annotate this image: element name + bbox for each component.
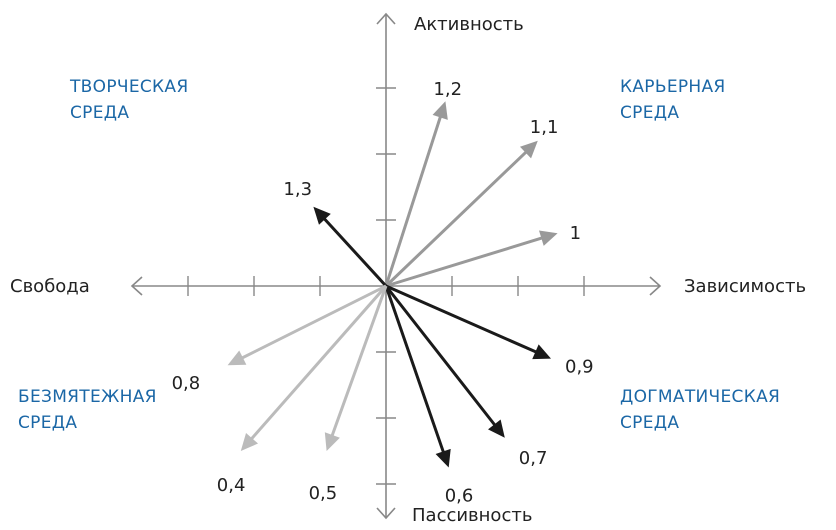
arrowhead-icon (227, 350, 247, 366)
axis-label-top: Активность (414, 14, 524, 35)
axis-label-bottom: Пассивность (412, 505, 532, 525)
vector-0-9: 0,9 (385, 284, 594, 378)
arrowhead-icon (435, 448, 451, 468)
vector-1-2: 1,2 (384, 79, 462, 287)
vector-0-5: 0,5 (309, 285, 388, 504)
vector-shaft (384, 285, 497, 427)
vector-label: 0,5 (309, 483, 338, 504)
arrowhead-icon (324, 432, 340, 451)
vector-label: 1 (570, 223, 581, 244)
vector-1-3: 1,3 (283, 179, 388, 288)
quadrant-top-left: ТВОРЧЕСКАЯ СРЕДА (69, 77, 194, 123)
vector-shaft (385, 236, 544, 288)
vector-shaft (384, 115, 443, 287)
vector-0-4: 0,4 (217, 285, 388, 496)
vector-label: 1,1 (530, 117, 559, 138)
arrowhead-icon (519, 140, 538, 159)
vector-label: 0,4 (217, 475, 246, 496)
quadrant-bottom-left-line1: БЕЗМЯТЕЖНАЯ (18, 387, 157, 407)
vector-0-6: 0,6 (384, 285, 474, 507)
quadrant-top-left-line2: СРЕДА (70, 103, 129, 123)
arrowhead-icon (432, 101, 448, 120)
arrowhead-icon (488, 419, 505, 438)
quadrant-bottom-left-line2: СРЕДА (18, 413, 77, 433)
axis-arrow-down-icon (376, 507, 396, 520)
vector-label: 1,2 (433, 79, 462, 100)
vector-label: 0,8 (172, 373, 201, 394)
quadrant-top-right-line1: КАРЬЕРНАЯ (620, 77, 726, 97)
vector-shaft (384, 150, 528, 288)
quadrant-bottom-right-line1: ДОГМАТИЧЕСКАЯ (620, 387, 780, 407)
vector-shaft (322, 216, 388, 288)
vector-label: 0,7 (519, 448, 548, 469)
vectors: 1,2 1,1 1 1,3 0,9 0,7 0,6 0,8 0,4 0,5 (172, 79, 594, 506)
quadrant-top-right: КАРЬЕРНАЯ СРЕДА (620, 77, 731, 123)
axis-label-left: Свобода (10, 276, 90, 297)
vector-1-1: 1,1 (384, 117, 559, 288)
vector-shaft (240, 284, 387, 360)
arrowhead-icon (240, 432, 259, 451)
axis-arrow-up-icon (376, 12, 396, 25)
arrowhead-icon (538, 230, 558, 246)
vector-label: 0,6 (445, 486, 474, 507)
arrowhead-icon (313, 206, 331, 225)
quadrant-top-left-line1: ТВОРЧЕСКАЯ (69, 77, 188, 97)
vector-shaft (384, 285, 446, 454)
axis-arrow-right-icon (649, 276, 662, 296)
vector-shaft (249, 285, 388, 441)
vector-label: 1,3 (283, 179, 312, 200)
axis-ticks (187, 87, 585, 485)
vector-shaft (385, 284, 538, 354)
vector-shaft (330, 285, 388, 438)
vector-0-7: 0,7 (384, 285, 548, 469)
quadrant-top-right-line2: СРЕДА (620, 103, 679, 123)
arrowhead-icon (532, 344, 551, 360)
axis-arrow-left-icon (130, 276, 143, 296)
vector-1: 1 (385, 223, 581, 288)
vector-label: 0,9 (565, 357, 594, 378)
vector-0-8: 0,8 (172, 284, 387, 394)
quadrant-bottom-right-line2: СРЕДА (620, 413, 679, 433)
axis-label-right: Зависимость (684, 276, 806, 297)
quadrant-bottom-right: ДОГМАТИЧЕСКАЯ СРЕДА (620, 387, 786, 433)
quadrant-bottom-left: БЕЗМЯТЕЖНАЯ СРЕДА (18, 387, 162, 433)
